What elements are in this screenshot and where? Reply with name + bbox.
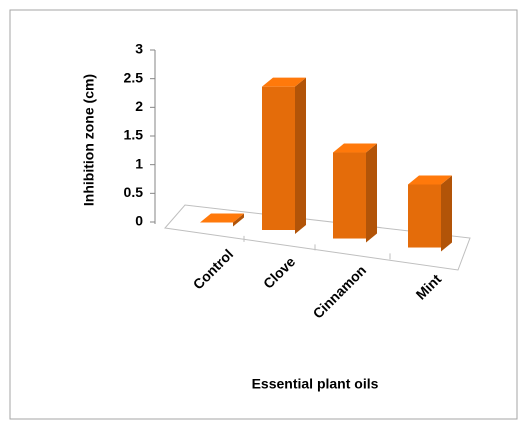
x-axis-label: Essential plant oils xyxy=(252,376,379,392)
bar-top xyxy=(408,175,452,185)
y-tick-label: 1 xyxy=(135,155,143,171)
y-tick-label: 0.5 xyxy=(124,184,144,200)
bar-top xyxy=(333,143,377,153)
bar-side xyxy=(233,213,244,227)
bar-side xyxy=(366,143,377,243)
bar-top xyxy=(262,77,306,87)
bar-side xyxy=(441,175,452,252)
bar xyxy=(262,86,295,231)
y-tick-label: 2.5 xyxy=(124,69,144,85)
y-axis-label: Inhibition zone (cm) xyxy=(81,74,97,206)
bar-side xyxy=(295,77,306,234)
bar xyxy=(408,184,441,248)
y-tick-label: 1.5 xyxy=(124,127,144,143)
floor xyxy=(164,204,471,271)
bar xyxy=(333,152,366,239)
y-tick-label: 3 xyxy=(135,41,143,57)
bar-top xyxy=(200,213,244,223)
y-tick-label: 0 xyxy=(135,213,143,229)
y-tick-label: 2 xyxy=(135,98,143,114)
